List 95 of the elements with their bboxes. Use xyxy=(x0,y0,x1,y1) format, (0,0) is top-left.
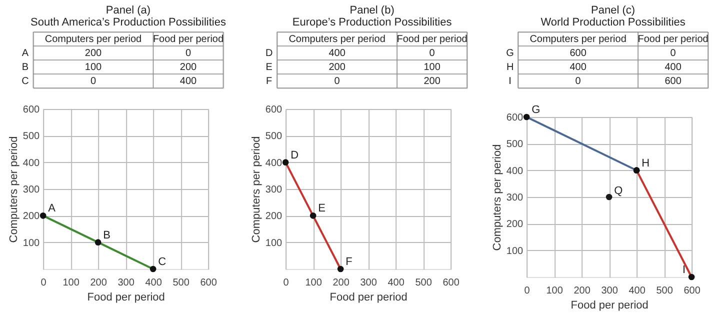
x-axis-title: Food per period xyxy=(330,292,408,304)
x-tick-label: 500 xyxy=(172,278,190,288)
y-tick-label: 300 xyxy=(506,192,524,204)
text: Computers per period xyxy=(530,34,626,45)
x-tick-label: 100 xyxy=(62,278,80,288)
x-tick-label: 600 xyxy=(684,286,701,296)
x-tick-label: 400 xyxy=(388,278,405,288)
category-label: F xyxy=(266,76,272,87)
x-tick-label: 400 xyxy=(628,286,646,296)
x-tick-label: 300 xyxy=(360,278,378,288)
data-label: 0 xyxy=(185,48,192,59)
data-label: 400 xyxy=(664,62,682,73)
x-tick-label: 0 xyxy=(524,286,530,296)
x-tick-label: 300 xyxy=(601,286,618,296)
data-label: 100 xyxy=(424,62,441,73)
x-tick-label: 400 xyxy=(145,278,162,288)
y-axis-title: Computers per period xyxy=(8,136,20,243)
annotation: F xyxy=(346,256,353,268)
data-label: 0 xyxy=(429,48,436,59)
annotation: B xyxy=(103,229,110,242)
category-label: B xyxy=(22,62,29,73)
annotation: G xyxy=(532,104,540,116)
data-label: 200 xyxy=(328,62,346,73)
text: Panel (a) xyxy=(106,4,151,17)
y-tick-label: 500 xyxy=(265,131,283,142)
y-tick-label: 200 xyxy=(22,211,40,222)
text: World Production Possibilities xyxy=(540,16,686,29)
x-tick-label: 600 xyxy=(200,278,218,288)
data-label: 600 xyxy=(664,76,682,87)
data-label: 400 xyxy=(328,48,346,59)
text: Food per period xyxy=(638,34,708,45)
x-tick-label: 100 xyxy=(305,278,322,288)
text: Computers per period xyxy=(44,34,142,45)
data-label: 200 xyxy=(84,48,102,59)
series-label: Q xyxy=(614,185,624,197)
category-label: D xyxy=(265,48,273,59)
category-label: E xyxy=(266,62,273,73)
data-label: 0 xyxy=(334,76,340,87)
data-label: 0 xyxy=(575,76,582,87)
data-label: 400 xyxy=(180,76,198,87)
data-label: 0 xyxy=(90,76,96,87)
y-tick-label: 500 xyxy=(22,131,40,142)
y-tick-label: 200 xyxy=(506,219,524,230)
category-label: C xyxy=(22,76,29,87)
text: Europe’s Production Possibilities xyxy=(292,16,452,29)
annotation: E xyxy=(318,202,326,215)
x-tick-label: 500 xyxy=(415,278,432,288)
category-label: G xyxy=(506,48,514,59)
annotation: D xyxy=(290,149,299,162)
data-label: 200 xyxy=(180,62,198,73)
x-tick-label: 100 xyxy=(546,286,564,296)
data-label: 200 xyxy=(424,76,441,87)
y-tick-label: 600 xyxy=(22,104,40,116)
category-label: A xyxy=(22,48,29,59)
annotation: A xyxy=(48,202,56,215)
x-tick-label: 200 xyxy=(90,278,108,288)
y-tick-label: 100 xyxy=(22,238,40,249)
data-label: 600 xyxy=(570,48,587,59)
annotation: H xyxy=(642,157,650,170)
y-tick-label: 200 xyxy=(265,211,283,222)
text: Panel (c) xyxy=(591,4,636,17)
x-tick-label: 200 xyxy=(574,286,591,296)
y-tick-label: 100 xyxy=(506,246,524,257)
x-tick-label: 600 xyxy=(442,278,460,288)
category-label: I xyxy=(508,76,512,87)
text: South America’s Production Possibilities xyxy=(30,16,226,29)
point xyxy=(606,194,612,200)
data-label: 100 xyxy=(84,62,102,73)
annotation: C xyxy=(158,256,166,268)
text: Food per period xyxy=(396,34,468,45)
y-tick-label: 300 xyxy=(265,184,283,196)
x-tick-label: 300 xyxy=(118,278,135,288)
y-tick-label: 500 xyxy=(506,139,524,150)
y-tick-label: 400 xyxy=(22,158,40,169)
x-tick-label: 500 xyxy=(656,286,674,296)
text: Food per period xyxy=(152,34,224,45)
y-tick-label: 300 xyxy=(22,184,40,196)
y-tick-label: 400 xyxy=(506,166,524,177)
y-axis-title: Computers per period xyxy=(491,144,504,251)
y-tick-label: 600 xyxy=(506,112,524,124)
x-tick-label: 0 xyxy=(40,278,47,288)
y-tick-label: 600 xyxy=(265,104,283,116)
text: Computers per period xyxy=(288,34,386,45)
x-axis-title: Food per period xyxy=(87,292,165,304)
text: Panel (b) xyxy=(350,4,394,17)
x-tick-label: 200 xyxy=(332,278,350,288)
category-label: H xyxy=(506,62,514,73)
data-label: 400 xyxy=(570,62,587,73)
x-axis-title: Food per period xyxy=(570,300,648,312)
data-label: 0 xyxy=(670,48,676,59)
annotation: I xyxy=(682,264,686,276)
y-tick-label: 400 xyxy=(265,158,283,169)
y-tick-label: 100 xyxy=(265,238,283,249)
y-axis-title: Computers per period xyxy=(250,136,262,243)
x-tick-label: 0 xyxy=(283,278,290,288)
